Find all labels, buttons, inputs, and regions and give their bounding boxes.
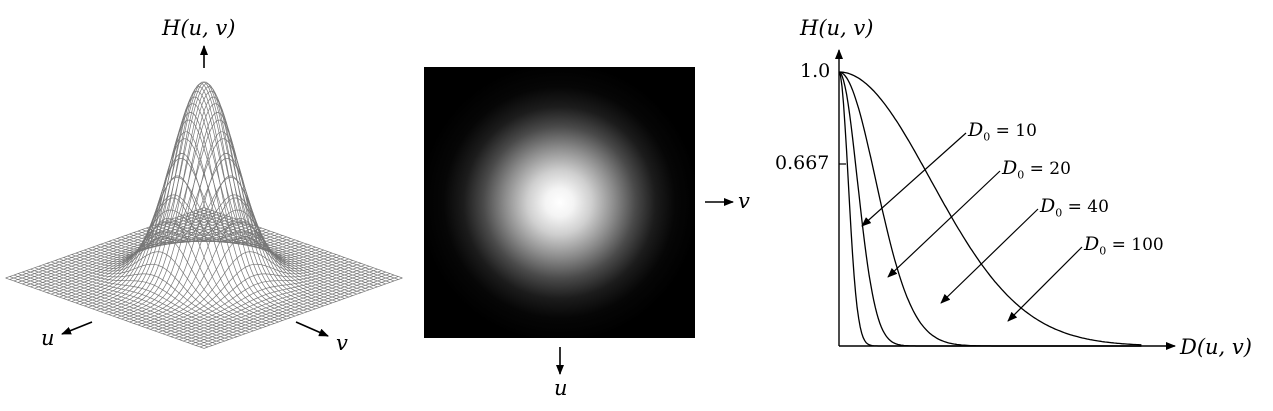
image-u-label: u bbox=[554, 376, 568, 400]
mesh-line-v bbox=[195, 274, 395, 346]
mesh-line-u bbox=[34, 267, 234, 339]
mesh-line-v bbox=[166, 264, 366, 336]
mesh-line-v bbox=[170, 265, 370, 338]
series-label-d40: D0 = 40 bbox=[1040, 195, 1109, 220]
series-label-value: = 10 bbox=[995, 121, 1037, 141]
mesh-line-v bbox=[100, 83, 300, 313]
series-label-index: 0 bbox=[1055, 206, 1063, 220]
mesh-line-v bbox=[133, 197, 333, 324]
mesh-line-u bbox=[50, 261, 250, 333]
series-label-d100: D0 = 100 bbox=[1084, 233, 1164, 258]
ytick-label-1: 1.0 bbox=[800, 60, 831, 82]
mesh-line-v bbox=[59, 226, 258, 298]
leader-group bbox=[861, 132, 1083, 322]
mesh-line-v bbox=[174, 267, 374, 339]
mesh-line-u bbox=[170, 218, 370, 291]
surface-wireframe bbox=[5, 81, 403, 349]
mesh-line-v bbox=[203, 277, 403, 349]
mesh-line-v bbox=[38, 218, 238, 291]
mesh-line-v bbox=[162, 262, 362, 335]
mesh-line-v bbox=[30, 216, 229, 288]
mesh-line-v bbox=[79, 157, 279, 305]
series-label-index: 0 bbox=[983, 130, 991, 144]
u-axis-arrow bbox=[61, 321, 93, 335]
leader-d0-40 bbox=[940, 208, 1039, 304]
surface-z-label: H(u, v) bbox=[162, 16, 236, 40]
mesh-line-v bbox=[125, 153, 325, 321]
mesh-line-v bbox=[108, 86, 308, 315]
mesh-line-v bbox=[145, 251, 345, 329]
mesh-line-v bbox=[179, 268, 378, 340]
mesh-line-u bbox=[179, 216, 378, 288]
mesh-line-v bbox=[187, 271, 387, 343]
mesh-line-v bbox=[46, 221, 246, 294]
mesh-line-v bbox=[34, 217, 234, 289]
mesh-line-u bbox=[67, 236, 267, 327]
mesh-line-u bbox=[30, 268, 229, 340]
ytick-label-0667: 0.667 bbox=[775, 152, 830, 174]
mesh-line-u bbox=[108, 83, 308, 313]
mesh-line-v bbox=[199, 276, 399, 348]
mesh-line-v bbox=[63, 222, 263, 299]
leader-d0-100 bbox=[1007, 246, 1083, 322]
surface-u-label: u bbox=[41, 326, 55, 350]
v-axis-arrow bbox=[295, 321, 329, 337]
filter-image-panel: v u bbox=[420, 0, 780, 411]
mesh-line-v bbox=[137, 217, 337, 326]
mesh-line-v bbox=[191, 273, 391, 345]
series-label-d10: D0 = 10 bbox=[968, 119, 1037, 144]
mesh-line-v bbox=[141, 236, 341, 327]
mesh-line-v bbox=[112, 96, 312, 317]
series-label-d20: D0 = 20 bbox=[1002, 157, 1071, 182]
series-label-value: = 40 bbox=[1067, 197, 1109, 217]
curve-group bbox=[838, 71, 1142, 347]
series-label-symbol: D bbox=[1002, 157, 1018, 179]
leader-d0-20 bbox=[887, 170, 1001, 278]
surface-mesh bbox=[5, 45, 403, 349]
mesh-line-v bbox=[150, 258, 349, 330]
mesh-line-v bbox=[121, 131, 320, 320]
series-label-symbol: D bbox=[1084, 233, 1100, 255]
chart-xlabel: D(u, v) bbox=[1180, 335, 1252, 359]
mesh-line-v bbox=[71, 194, 271, 302]
mesh-line-u bbox=[125, 138, 325, 307]
image-v-label: v bbox=[738, 189, 750, 213]
image-axes bbox=[556, 198, 734, 375]
curve-d0-40 bbox=[838, 71, 1142, 347]
curve-d0-100 bbox=[839, 71, 1142, 346]
mesh-line-v bbox=[158, 261, 358, 333]
mesh-line-v bbox=[67, 209, 267, 301]
series-label-value: = 20 bbox=[1029, 159, 1071, 179]
series-label-symbol: D bbox=[968, 119, 984, 141]
series-label-symbol: D bbox=[1040, 195, 1056, 217]
mesh-line-v bbox=[183, 270, 382, 342]
mesh-line-v bbox=[21, 213, 221, 285]
series-label-value: = 100 bbox=[1111, 235, 1164, 255]
mesh-line-v bbox=[13, 210, 213, 282]
mesh-line-v bbox=[117, 112, 316, 318]
mesh-line-v bbox=[26, 214, 225, 286]
mesh-line-v bbox=[129, 175, 329, 323]
chart-ylabel: H(u, v) bbox=[800, 16, 874, 40]
profile-chart-panel: H(u, v) D(u, v) 1.0 0.667 D0 = 10 D0 = 2… bbox=[775, 0, 1273, 411]
mesh-line-v bbox=[50, 223, 250, 295]
series-label-index: 0 bbox=[1099, 244, 1107, 258]
mesh-line-u bbox=[38, 265, 238, 338]
mesh-line-v bbox=[154, 260, 353, 332]
gaussian-filter-image bbox=[424, 67, 695, 338]
profile-chart bbox=[835, 49, 1176, 350]
leader-d0-10 bbox=[861, 132, 967, 227]
mesh-line-v bbox=[83, 138, 283, 307]
mesh-line-v bbox=[17, 211, 217, 283]
series-label-index: 0 bbox=[1017, 168, 1025, 182]
surface-v-label: v bbox=[336, 331, 348, 355]
surface-plot-panel: H(u, v) u v bbox=[0, 0, 420, 411]
